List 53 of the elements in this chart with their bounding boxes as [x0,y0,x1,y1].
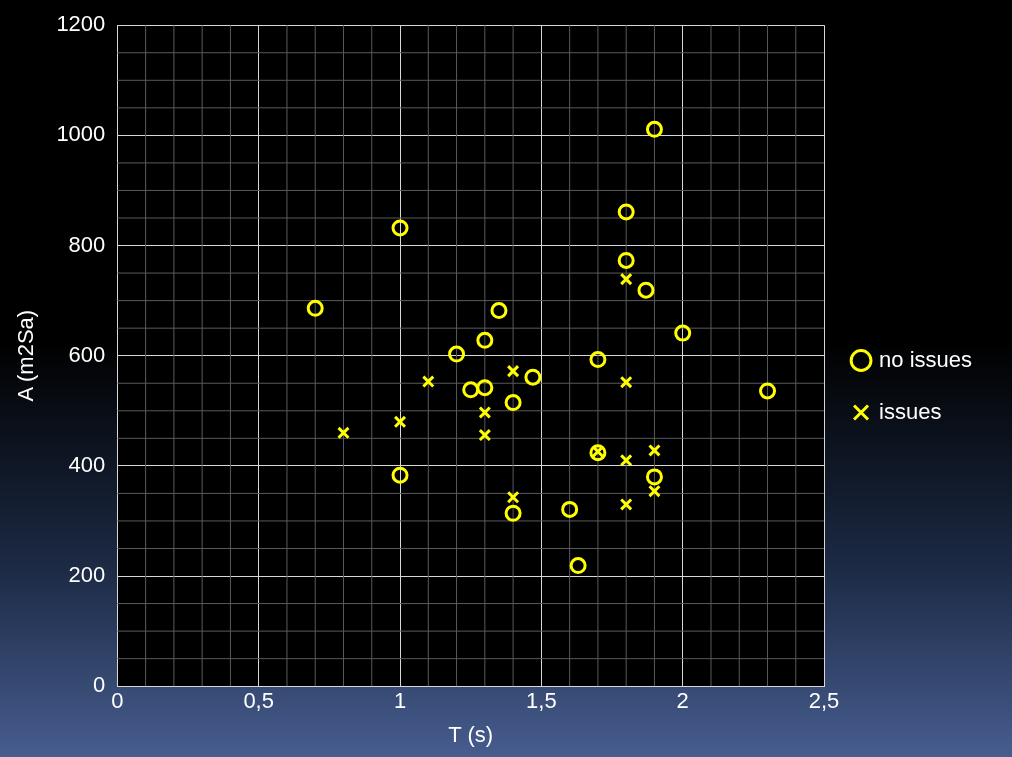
point [561,500,579,518]
point [490,302,508,320]
point [569,557,587,575]
x-axis-title: T (s) [448,721,494,747]
point [476,331,494,349]
x-tick-label: 0 [111,688,124,714]
point [617,203,635,221]
point [504,394,522,412]
point [619,453,633,467]
point [337,426,350,440]
y-tick-label: 1000 [56,121,106,147]
y-tick-label: 1200 [56,11,106,37]
point [391,466,409,484]
point [506,490,520,504]
x-tick-label: 2,5 [808,688,840,714]
point [391,219,409,237]
point [306,299,324,317]
point [619,375,633,389]
point [589,444,607,462]
x-tick-label: 1 [393,688,407,714]
legend-label: no issues [879,346,973,372]
y-tick-label: 600 [68,341,106,367]
y-tick-label: 0 [93,672,106,698]
point [617,251,635,269]
point [759,382,777,400]
point [619,272,633,286]
point [506,364,520,378]
y-axis-title: A (m2Sa) [13,309,39,402]
x-tick-label: 1,5 [526,688,557,714]
point [674,324,692,342]
point [648,484,661,498]
point [591,445,605,458]
point [645,468,663,486]
point [478,428,492,442]
point [637,281,655,299]
point [504,504,522,522]
legend-label: issues [879,398,942,424]
y-tick-label: 200 [68,562,106,588]
point [524,368,542,386]
point [476,379,494,397]
x-tick-label: 0,5 [243,688,274,714]
point [393,415,407,429]
x-tick-label: 2 [676,688,689,714]
y-tick-label: 400 [68,451,106,477]
point [448,345,466,363]
point [648,443,661,457]
point [589,351,607,369]
point [619,497,633,511]
point [462,381,480,399]
y-tick-label: 800 [68,231,106,257]
point [478,405,492,419]
point [421,375,435,389]
point [645,120,663,138]
